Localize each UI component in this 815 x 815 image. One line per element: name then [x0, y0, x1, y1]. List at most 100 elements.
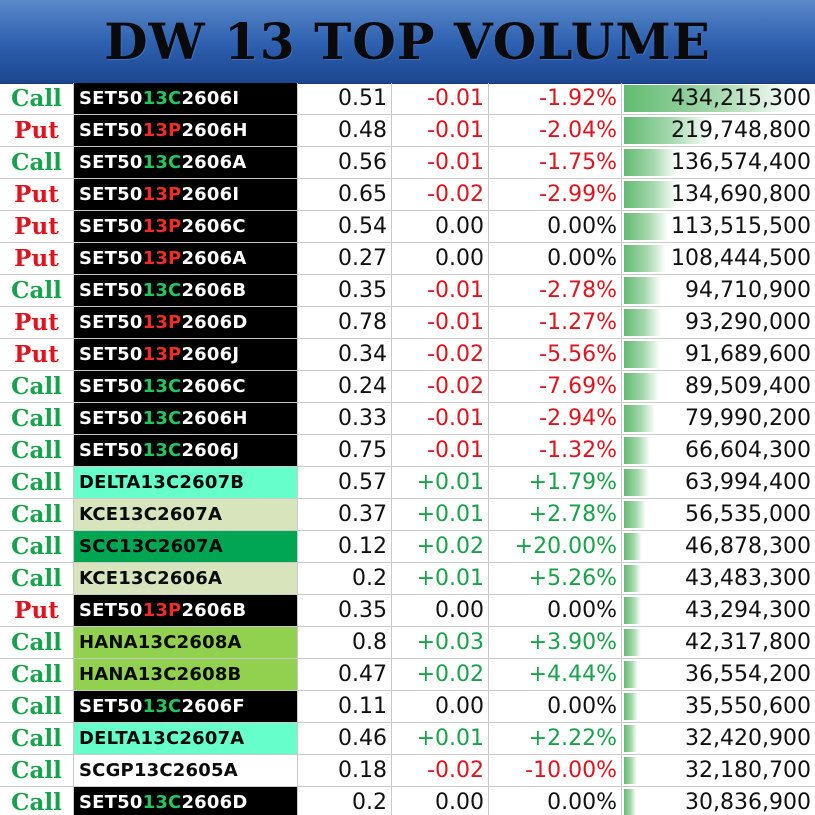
volume-data-bar	[624, 181, 677, 208]
table-row[interactable]: Put SET50 13P 2606C 0.54 0.00 0.00% 113,515,500	[0, 211, 815, 243]
volume-value: 79,990,200	[685, 406, 811, 431]
volume-cell: 63,994,400	[622, 467, 815, 498]
warrant-table: Call SET50 13C 2606I 0.51 -0.01 -1.92% 434,215,…	[0, 83, 815, 815]
table-row[interactable]: Call SET50 13C 2606B 0.35 -0.01 -2.78% 94,710,9…	[0, 275, 815, 307]
table-row[interactable]: Put SET50 13P 2606A 0.27 0.00 0.00% 108,444,500	[0, 243, 815, 275]
symbol-mid-text: 13C	[142, 152, 182, 173]
percent-change: -1.75%	[489, 147, 622, 178]
table-row[interactable]: Call DELTA13C2607A 0.46 +0.01 +2.22% 32,420,9…	[0, 723, 815, 755]
table-row[interactable]: Call SET50 13C 2606I 0.51 -0.01 -1.92% 434,215,…	[0, 83, 815, 115]
warrant-symbol: SET50 13C 2606H	[74, 403, 298, 434]
volume-data-bar	[624, 757, 637, 784]
volume-data-bar	[624, 597, 641, 624]
symbol-pre-text: SET50	[79, 216, 143, 237]
symbol-pre-text: SET50	[79, 792, 143, 813]
table-row[interactable]: Call KCE13C2606A 0.2 +0.01 +5.26% 43,483,300	[0, 563, 815, 595]
percent-change: -2.78%	[489, 275, 622, 306]
price-change: -0.02	[392, 179, 489, 210]
volume-cell: 108,444,500	[622, 243, 815, 274]
symbol-pre-text: DELTA13C2607A	[79, 728, 245, 749]
put-label: Put	[0, 115, 74, 146]
symbol-pre-text: SET50	[79, 376, 143, 397]
table-row[interactable]: Call HANA13C2608B 0.47 +0.02 +4.44% 36,554,20…	[0, 659, 815, 691]
table-row[interactable]: Call SET50 13C 2606J 0.75 -0.01 -1.32% 66,604,3…	[0, 435, 815, 467]
symbol-post-text: 2606J	[181, 344, 240, 365]
volume-cell: 219,748,800	[622, 115, 815, 146]
volume-cell: 134,690,800	[622, 179, 815, 210]
price-change: 0.00	[392, 211, 489, 242]
call-label: Call	[0, 275, 74, 306]
symbol-pre-text: SET50	[79, 312, 143, 333]
table-row[interactable]: Call SET50 13C 2606A 0.56 -0.01 -1.75% 136,574,…	[0, 147, 815, 179]
last-price: 0.46	[298, 723, 392, 754]
volume-data-bar	[624, 277, 661, 304]
volume-cell: 94,710,900	[622, 275, 815, 306]
table-row[interactable]: Call SCGP13C2605A 0.18 -0.02 -10.00% 32,180,7…	[0, 755, 815, 787]
percent-change: 0.00%	[489, 243, 622, 274]
symbol-mid-text: 13P	[142, 216, 182, 237]
warrant-symbol: DELTA13C2607A	[74, 723, 298, 754]
volume-cell: 91,689,600	[622, 339, 815, 370]
symbol-post-text: 2606H	[181, 120, 248, 141]
last-price: 0.18	[298, 755, 392, 786]
volume-data-bar	[624, 533, 642, 560]
warrant-symbol: SET50 13C 2606C	[74, 371, 298, 402]
volume-data-bar	[624, 213, 668, 240]
table-row[interactable]: Put SET50 13P 2606J 0.34 -0.02 -5.56% 91,689,60…	[0, 339, 815, 371]
price-change: -0.01	[392, 435, 489, 466]
last-price: 0.11	[298, 691, 392, 722]
warrant-symbol: KCE13C2607A	[74, 499, 298, 530]
volume-value: 42,317,800	[685, 630, 811, 655]
table-row[interactable]: Call SET50 13C 2606D 0.2 0.00 0.00% 30,836,900	[0, 787, 815, 815]
percent-change: +1.79%	[489, 467, 622, 498]
percent-change: +4.44%	[489, 659, 622, 690]
volume-value: 91,689,600	[685, 342, 811, 367]
percent-change: 0.00%	[489, 211, 622, 242]
last-price: 0.27	[298, 243, 392, 274]
last-price: 0.8	[298, 627, 392, 658]
volume-cell: 56,535,000	[622, 499, 815, 530]
price-change: 0.00	[392, 787, 489, 815]
table-row[interactable]: Call SET50 13C 2606F 0.11 0.00 0.00% 35,550,600	[0, 691, 815, 723]
table-row[interactable]: Call SCC13C2607A 0.12 +0.02 +20.00% 46,878,30…	[0, 531, 815, 563]
volume-value: 43,294,300	[685, 598, 811, 623]
symbol-pre-text: DELTA13C2607B	[79, 472, 245, 493]
symbol-pre-text: SET50	[79, 248, 143, 269]
volume-cell: 136,574,400	[622, 147, 815, 178]
warrant-symbol: SET50 13P 2606B	[74, 595, 298, 626]
warrant-symbol: SET50 13P 2606H	[74, 115, 298, 146]
table-row[interactable]: Call DELTA13C2607B 0.57 +0.01 +1.79% 63,994,4…	[0, 467, 815, 499]
price-change: 0.00	[392, 595, 489, 626]
last-price: 0.54	[298, 211, 392, 242]
volume-cell: 79,990,200	[622, 403, 815, 434]
call-label: Call	[0, 435, 74, 466]
volume-data-bar	[624, 629, 641, 656]
table-row[interactable]: Call SET50 13C 2606H 0.33 -0.01 -2.94% 79,990,2…	[0, 403, 815, 435]
volume-data-bar	[624, 341, 660, 368]
warrant-symbol: SET50 13C 2606I	[74, 83, 298, 114]
table-row[interactable]: Put SET50 13P 2606H 0.48 -0.01 -2.04% 219,748,8…	[0, 115, 815, 147]
price-change: +0.01	[392, 499, 489, 530]
table-row[interactable]: Call HANA13C2608A 0.8 +0.03 +3.90% 42,317,800	[0, 627, 815, 659]
warrant-symbol: SET50 13P 2606J	[74, 339, 298, 370]
last-price: 0.2	[298, 563, 392, 594]
symbol-mid-text: 13C	[142, 792, 182, 813]
table-row[interactable]: Put SET50 13P 2606I 0.65 -0.02 -2.99% 134,690,8…	[0, 179, 815, 211]
price-change: -0.02	[392, 339, 489, 370]
last-price: 0.47	[298, 659, 392, 690]
warrant-symbol: SCC13C2607A	[74, 531, 298, 562]
symbol-mid-text: 13P	[142, 344, 182, 365]
put-label: Put	[0, 243, 74, 274]
table-row[interactable]: Put SET50 13P 2606D 0.78 -0.01 -1.27% 93,290,00…	[0, 307, 815, 339]
table-row[interactable]: Call SET50 13C 2606C 0.24 -0.02 -7.69% 89,509,4…	[0, 371, 815, 403]
price-change: -0.01	[392, 83, 489, 114]
volume-value: 134,690,800	[671, 182, 811, 207]
table-row[interactable]: Put SET50 13P 2606B 0.35 0.00 0.00% 43,294,300	[0, 595, 815, 627]
last-price: 0.48	[298, 115, 392, 146]
volume-cell: 66,604,300	[622, 435, 815, 466]
last-price: 0.65	[298, 179, 392, 210]
table-row[interactable]: Call KCE13C2607A 0.37 +0.01 +2.78% 56,535,000	[0, 499, 815, 531]
warrant-symbol: SCGP13C2605A	[74, 755, 298, 786]
percent-change: -1.27%	[489, 307, 622, 338]
percent-change: +20.00%	[489, 531, 622, 562]
